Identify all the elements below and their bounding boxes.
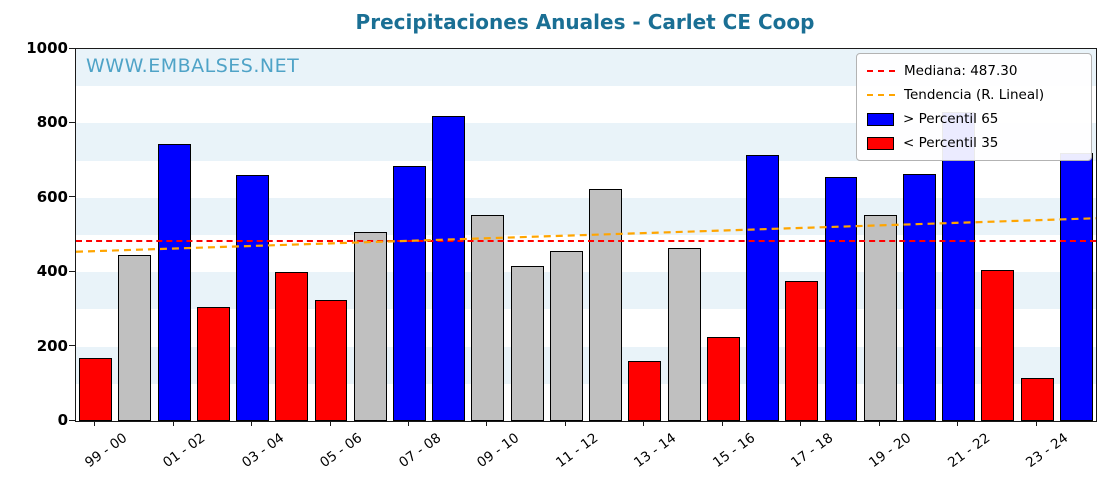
bar — [392, 166, 426, 421]
y-tick-label: 0 — [57, 411, 68, 429]
y-tick-mark — [69, 345, 75, 347]
chart-title: Precipitaciones Anuales - Carlet CE Coop — [355, 10, 815, 34]
legend-trend-label: Tendencia (R. Lineal) — [904, 87, 1045, 103]
x-tick-label: 13 - 14 — [631, 430, 680, 472]
x-tick-label: 19 - 20 — [866, 430, 915, 472]
watermark: WWW.EMBALSES.NET — [86, 55, 300, 77]
bar — [785, 280, 819, 421]
bar — [981, 269, 1015, 421]
y-tick-mark — [69, 196, 75, 198]
bar — [902, 173, 936, 421]
bar — [118, 255, 152, 421]
y-tick-label: 200 — [36, 336, 68, 355]
bar — [196, 306, 230, 421]
legend-row-below: < Percentil 35 — [867, 135, 1081, 151]
x-tick-mark — [564, 421, 566, 426]
x-tick-label: 99 - 00 — [81, 430, 131, 472]
x-tick-mark — [486, 421, 488, 426]
x-tick-mark — [172, 421, 174, 426]
bar — [236, 175, 269, 421]
legend-row-above: > Percentil 65 — [867, 111, 1081, 127]
y-tick-mark — [69, 270, 75, 272]
x-tick-mark — [800, 421, 802, 426]
legend-above-label: > Percentil 65 — [903, 111, 999, 127]
bar — [471, 214, 505, 421]
bar — [863, 215, 897, 421]
x-tick-label: 01 - 02 — [160, 430, 209, 472]
x-tick-mark — [721, 421, 723, 426]
median-line-swatch — [867, 70, 895, 72]
bar — [314, 300, 348, 421]
x-tick-label: 17 - 18 — [788, 430, 837, 472]
x-tick-label: 11 - 12 — [552, 430, 601, 472]
y-tick-mark — [69, 419, 75, 421]
y-tick-label: 600 — [36, 187, 68, 206]
bar — [628, 361, 662, 421]
bar — [824, 177, 858, 421]
bar — [79, 357, 113, 421]
legend-row-trend: Tendencia (R. Lineal) — [867, 87, 1081, 103]
x-tick-mark — [878, 421, 880, 426]
bar — [1020, 378, 1054, 421]
x-tick-mark — [1035, 421, 1037, 426]
x-tick-mark — [643, 421, 645, 426]
bar — [667, 248, 701, 421]
x-tick-label: 09 - 10 — [474, 430, 523, 472]
y-tick-label: 400 — [36, 262, 68, 281]
x-tick-label: 05 - 06 — [317, 430, 366, 472]
x-tick-mark — [251, 421, 253, 426]
bar — [706, 337, 740, 421]
x-tick-label: 21 - 22 — [945, 430, 994, 472]
bar — [510, 265, 544, 421]
y-tick-mark — [69, 47, 75, 49]
bar — [589, 188, 623, 421]
above-percentile-swatch — [867, 112, 894, 126]
x-tick-mark — [407, 421, 409, 426]
bar — [432, 115, 466, 421]
legend-below-label: < Percentil 35 — [903, 135, 999, 151]
legend-row-median: Mediana: 487.30 — [867, 63, 1081, 79]
median-line — [76, 239, 1096, 242]
x-tick-label: 03 - 04 — [238, 430, 287, 472]
bar — [275, 272, 309, 421]
y-tick-label: 800 — [36, 113, 68, 132]
bar — [157, 143, 191, 421]
x-tick-label: 23 - 24 — [1023, 430, 1072, 472]
x-tick-mark — [957, 421, 959, 426]
legend: Mediana: 487.30 Tendencia (R. Lineal) > … — [856, 53, 1092, 161]
y-tick-label: 1000 — [26, 39, 68, 57]
below-percentile-swatch — [867, 136, 894, 150]
legend-median-label: Mediana: 487.30 — [904, 63, 1018, 79]
bar — [549, 251, 583, 421]
trend-line-swatch — [867, 94, 895, 96]
trend-line — [76, 217, 1096, 253]
x-tick-label: 15 - 16 — [709, 430, 758, 472]
x-tick-label: 07 - 08 — [395, 430, 444, 472]
bar — [353, 232, 387, 421]
x-tick-mark — [94, 421, 96, 426]
y-tick-mark — [69, 121, 75, 123]
x-tick-mark — [329, 421, 331, 426]
bar — [746, 155, 779, 421]
